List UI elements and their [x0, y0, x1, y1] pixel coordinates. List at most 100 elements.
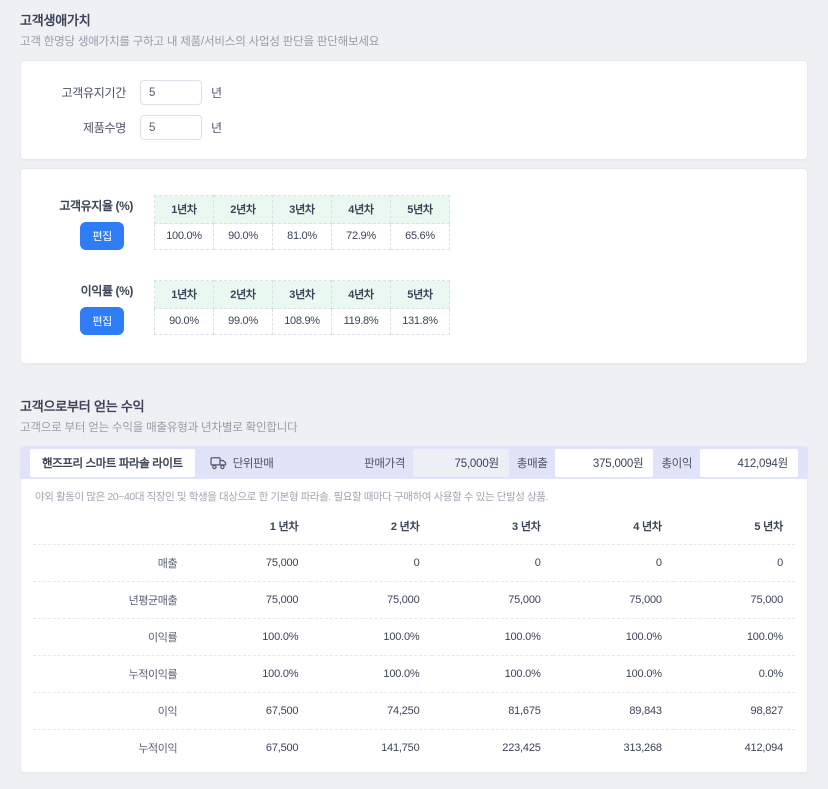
- profit-rate-year-header: 4년차: [332, 281, 391, 309]
- revenue-table-card: 야외 활동이 많은 20~40대 직장인 및 학생을 대상으로 한 기본형 파라…: [20, 479, 808, 773]
- cell-value: 89,843: [553, 693, 674, 730]
- retention-rate-group: 고객유지율 (%) 편집 1년차 2년차 3년차 4년차 5년차: [41, 195, 787, 250]
- table-row-profit: 이익 67,500 74,250 81,675 89,843 98,827: [33, 693, 795, 730]
- profit-rate-year-header: 5년차: [391, 281, 450, 309]
- cell-value: 100.0%: [310, 656, 431, 693]
- table-row-cum-profit: 누적이익 67,500 141,750 223,425 313,268 412,…: [33, 730, 795, 767]
- cell-value: 75,000: [432, 582, 553, 619]
- retention-rate-year-header: 1년차: [155, 196, 214, 224]
- total-profit-value: 412,094원: [700, 449, 798, 477]
- cell-value: 0.0%: [674, 656, 795, 693]
- product-description: 야외 활동이 많은 20~40대 직장인 및 학생을 대상으로 한 기본형 파라…: [33, 487, 795, 510]
- cell-value: 74,250: [310, 693, 431, 730]
- retention-period-unit: 년: [211, 84, 222, 101]
- total-sales-label: 총매출: [517, 455, 548, 471]
- retention-rate-year-header: 5년차: [391, 196, 450, 224]
- profit-rate-label: 이익률 (%): [81, 282, 133, 299]
- year-header: 2 년차: [310, 510, 431, 545]
- price-label: 판매가격: [364, 455, 405, 471]
- clv-inputs-card: 고객유지기간 년 제품수명 년: [20, 60, 808, 160]
- cell-value: 75,000: [189, 582, 310, 619]
- cell-value: 81,675: [432, 693, 553, 730]
- retention-rate-value: 72.9%: [332, 224, 391, 250]
- row-label: 이익: [33, 693, 189, 730]
- table-row-cum-profit-rate: 누적이익률 100.0% 100.0% 100.0% 100.0% 0.0%: [33, 656, 795, 693]
- profit-rate-year-header: 1년차: [155, 281, 214, 309]
- profit-rate-value: 99.0%: [214, 309, 273, 335]
- cell-value: 0: [432, 545, 553, 582]
- cell-value: 0: [674, 545, 795, 582]
- row-label: 누적이익률: [33, 656, 189, 693]
- product-life-input[interactable]: [140, 115, 202, 140]
- cell-value: 75,000: [674, 582, 795, 619]
- retention-period-input[interactable]: [140, 80, 202, 105]
- cell-value: 75,000: [553, 582, 674, 619]
- retention-rate-year-header: 4년차: [332, 196, 391, 224]
- profit-rate-value: 108.9%: [273, 309, 332, 335]
- revenue-section: 고객으로부터 얻는 수익 고객으로 부터 얻는 수익을 매출유형과 년차별로 확…: [20, 396, 808, 773]
- retention-rate-left: 고객유지율 (%) 편집: [41, 195, 133, 250]
- cell-value: 67,500: [189, 693, 310, 730]
- cell-value: 100.0%: [553, 656, 674, 693]
- total-sales-value: 375,000원: [555, 449, 653, 477]
- profit-rate-group: 이익률 (%) 편집 1년차 2년차 3년차 4년차 5년차: [41, 280, 787, 335]
- retention-rate-header-row: 1년차 2년차 3년차 4년차 5년차: [155, 196, 450, 224]
- cell-value: 412,094: [674, 730, 795, 767]
- profit-rate-value: 119.8%: [332, 309, 391, 335]
- profit-rate-value-row: 90.0% 99.0% 108.9% 119.8% 131.8%: [155, 309, 450, 335]
- retention-rate-year-header: 3년차: [273, 196, 332, 224]
- cell-value: 100.0%: [553, 619, 674, 656]
- sale-type-badge: 단위판매: [210, 455, 274, 471]
- cell-value: 0: [310, 545, 431, 582]
- year-header: 3 년차: [432, 510, 553, 545]
- truck-icon: [210, 456, 227, 470]
- product-life-label: 제품수명: [41, 119, 126, 136]
- row-label: 이익률: [33, 619, 189, 656]
- profit-rate-edit-button[interactable]: 편집: [80, 307, 124, 335]
- retention-period-label: 고객유지기간: [41, 84, 126, 101]
- revenue-section-subtitle: 고객으로 부터 얻는 수익을 매출유형과 년차별로 확인합니다: [20, 419, 808, 435]
- revenue-table-header-row: 1 년차 2 년차 3 년차 4 년차 5 년차: [33, 510, 795, 545]
- cell-value: 75,000: [189, 545, 310, 582]
- cell-value: 141,750: [310, 730, 431, 767]
- product-header-bar: 핸즈프리 스마트 파라솔 라이트 단위판매 판매가격 75,000원 총매출 3…: [20, 446, 808, 479]
- cell-value: 0: [553, 545, 674, 582]
- clv-section: 고객생애가치 고객 한명당 생애가치를 구하고 내 제품/서비스의 사업성 판단…: [20, 10, 808, 364]
- row-label-header: [33, 510, 189, 545]
- cell-value: 100.0%: [189, 656, 310, 693]
- cell-value: 100.0%: [674, 619, 795, 656]
- clv-page: 고객생애가치 고객 한명당 생애가치를 구하고 내 제품/서비스의 사업성 판단…: [0, 0, 828, 789]
- cell-value: 100.0%: [189, 619, 310, 656]
- retention-rate-year-header: 2년차: [214, 196, 273, 224]
- cell-value: 100.0%: [432, 656, 553, 693]
- table-row-sales: 매출 75,000 0 0 0 0: [33, 545, 795, 582]
- retention-period-row: 고객유지기간 년: [41, 80, 787, 105]
- revenue-by-year-table: 1 년차 2 년차 3 년차 4 년차 5 년차 매출 75,000 0 0 0: [33, 510, 795, 766]
- product-name-tab[interactable]: 핸즈프리 스마트 파라솔 라이트: [30, 449, 195, 477]
- revenue-section-title: 고객으로부터 얻는 수익: [20, 396, 808, 415]
- clv-section-subtitle: 고객 한명당 생애가치를 구하고 내 제품/서비스의 사업성 판단을 판단해보세…: [20, 33, 808, 49]
- retention-rate-value-row: 100.0% 90.0% 81.0% 72.9% 65.6%: [155, 224, 450, 250]
- profit-rate-value: 131.8%: [391, 309, 450, 335]
- price-value: 75,000원: [413, 449, 509, 477]
- year-header: 1 년차: [189, 510, 310, 545]
- profit-rate-year-header: 2년차: [214, 281, 273, 309]
- retention-rate-label: 고객유지율 (%): [59, 197, 133, 214]
- cell-value: 100.0%: [310, 619, 431, 656]
- profit-rate-value: 90.0%: [155, 309, 214, 335]
- retention-rate-value: 81.0%: [273, 224, 332, 250]
- cell-value: 223,425: [432, 730, 553, 767]
- sale-type-label: 단위판매: [233, 455, 274, 471]
- retention-rate-edit-button[interactable]: 편집: [80, 222, 124, 250]
- profit-rate-header-row: 1년차 2년차 3년차 4년차 5년차: [155, 281, 450, 309]
- year-header: 4 년차: [553, 510, 674, 545]
- product-life-unit: 년: [211, 119, 222, 136]
- clv-section-title: 고객생애가치: [20, 10, 808, 29]
- cell-value: 75,000: [310, 582, 431, 619]
- year-header: 5 년차: [674, 510, 795, 545]
- product-life-row: 제품수명 년: [41, 115, 787, 140]
- cell-value: 67,500: [189, 730, 310, 767]
- profit-rate-left: 이익률 (%) 편집: [41, 280, 133, 335]
- cell-value: 100.0%: [432, 619, 553, 656]
- retention-rate-table: 1년차 2년차 3년차 4년차 5년차 100.0% 90.0% 81.0% 7: [154, 195, 450, 250]
